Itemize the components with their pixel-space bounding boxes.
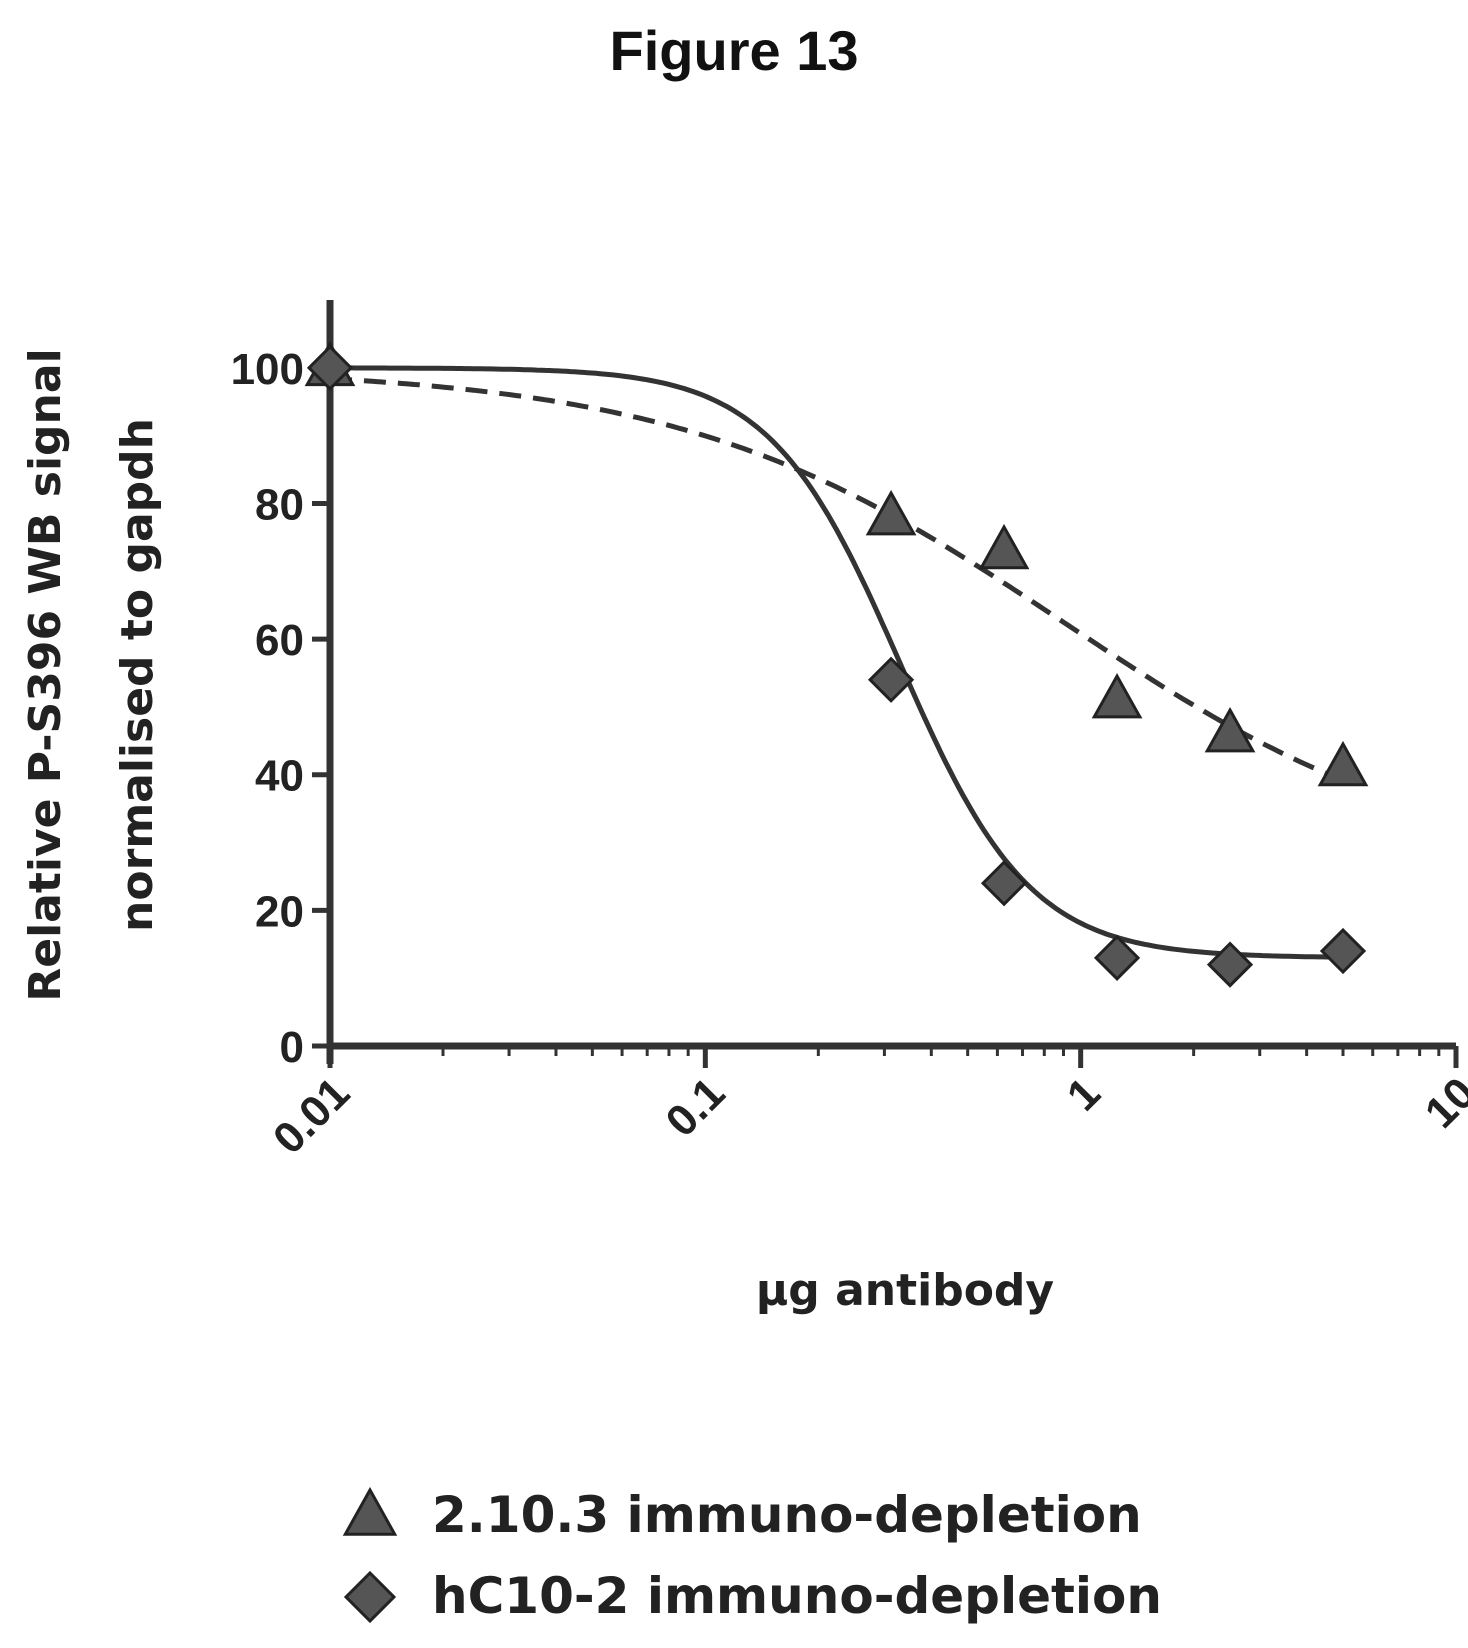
y-tick-label: 0 — [280, 1023, 304, 1072]
x-tick-label: 0.01 — [264, 1068, 359, 1163]
y-tick-label: 60 — [255, 616, 304, 665]
series-2-10-3-point — [978, 523, 1030, 570]
series-hc10-2-point — [1093, 934, 1141, 981]
series-hc10-2-point — [980, 860, 1028, 907]
series-hc10-2-point — [867, 656, 915, 703]
y-tick-label: 80 — [255, 480, 304, 529]
y-tick-label: 20 — [255, 887, 304, 936]
axis-titles: µg antibody Relative P-S396 WB signal norm… — [20, 348, 1054, 1316]
x-axis-title: µg antibody — [756, 1265, 1054, 1316]
x-tick-labels: 0.01 0.1 1 10 — [264, 1068, 1468, 1163]
series-2-10-3-fit-curve — [329, 376, 1344, 783]
x-tick-label: 0.1 — [657, 1068, 735, 1146]
legend-triangle-icon — [342, 1486, 398, 1536]
figure-title: Figure 13 — [609, 19, 859, 82]
series-2-10-3-point — [1204, 706, 1256, 753]
legend: 2.10.3 immuno-depletion hC10-2 immuno-dep… — [342, 1486, 1162, 1625]
x-tick-label: 10 — [1416, 1068, 1468, 1137]
legend-diamond-icon — [343, 1570, 397, 1624]
series-hc10-2-point — [1206, 941, 1254, 988]
legend-label: 2.10.3 immuno-depletion — [432, 1486, 1142, 1544]
axes — [312, 300, 1459, 1068]
series-hc10-2-point — [1319, 927, 1367, 975]
y-axis-title-line-2: normalised to gapdh — [112, 418, 163, 932]
series-2-10-3-point — [865, 489, 917, 536]
data-points — [304, 340, 1369, 988]
series-2-10-3-point — [1091, 673, 1143, 719]
fit-curves — [329, 365, 1344, 960]
y-axis-title-line-1: Relative P-S396 WB signal — [20, 348, 71, 1001]
series-2-10-3-point — [1317, 740, 1369, 787]
series-hc10-2-point — [306, 344, 354, 391]
x-tick-label: 1 — [1058, 1068, 1110, 1120]
legend-label: hC10-2 immuno-depletion — [432, 1567, 1162, 1625]
y-tick-label: 100 — [231, 345, 304, 394]
y-tick-labels: 0 20 40 60 80 100 — [231, 345, 304, 1072]
series-hc10-2-fit-curve — [330, 365, 1344, 960]
y-tick-label: 40 — [255, 752, 304, 801]
